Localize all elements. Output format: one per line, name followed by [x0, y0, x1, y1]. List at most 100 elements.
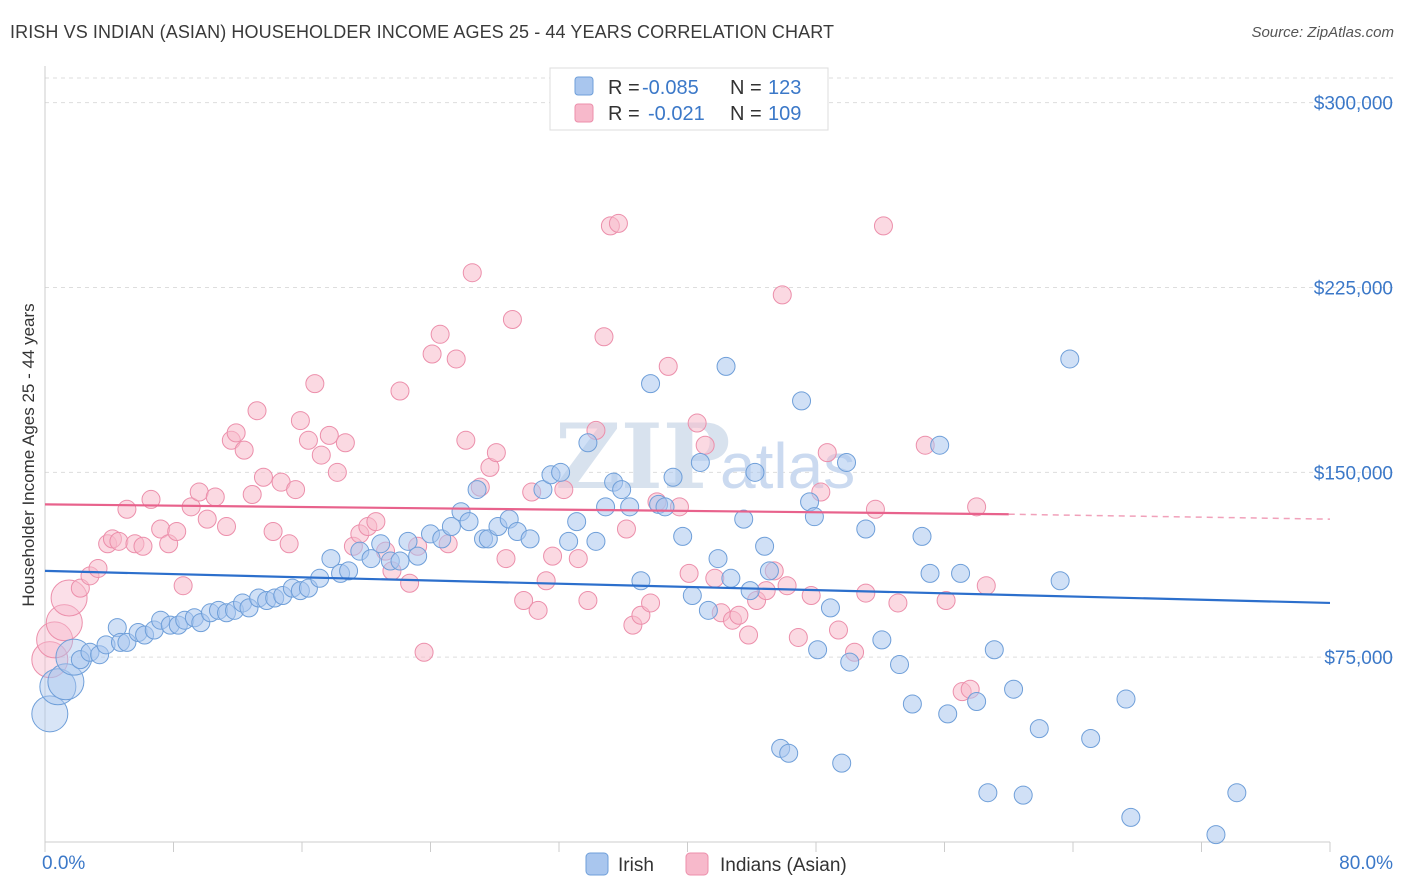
bottom-legend-irish-swatch [585, 852, 609, 876]
indian-point [828, 620, 848, 640]
y-tick-label: $225,000 [1314, 278, 1393, 299]
legend-indian-swatch [574, 103, 594, 123]
indian-point [217, 517, 237, 537]
indian-point [305, 374, 325, 394]
irish-trend-line [44, 569, 1331, 605]
y-tick-labels: $75,000 $150,000 $225,000 $300,000 [1314, 94, 1393, 670]
indian-point [422, 344, 442, 364]
irish-point [698, 600, 718, 620]
indian-point [430, 324, 450, 344]
top-legend: R = -0.085 N = 123 R = -0.021 N = 109 [549, 67, 829, 131]
irish-point [716, 356, 736, 376]
irish-point [631, 571, 651, 591]
indian-point [543, 546, 563, 566]
indian-point [45, 604, 83, 642]
irish-point [759, 561, 779, 581]
y-tick-label: $150,000 [1314, 463, 1393, 484]
indian-point [679, 563, 699, 583]
indian-point [390, 381, 410, 401]
x-tick-max: 80.0% [1339, 853, 1393, 874]
irish-point [804, 507, 824, 527]
legend-n-label-indian: N = [730, 103, 762, 125]
indian-point [496, 549, 516, 569]
indian-point [234, 440, 254, 460]
irish-point [39, 668, 77, 706]
irish-point [745, 462, 765, 482]
irish-point [1060, 349, 1080, 369]
irish-point [559, 531, 579, 551]
legend-r-label-irish: R = [608, 77, 640, 99]
irish-point [578, 433, 598, 453]
indian-point [756, 581, 776, 601]
indian-point [286, 480, 306, 500]
irish-point [551, 462, 571, 482]
irish-points [31, 349, 1247, 845]
irish-point [408, 546, 428, 566]
indian-trend-line [44, 503, 1009, 516]
y-axis-title: Householder Income Ages 25 - 44 years [19, 303, 38, 606]
irish-point [792, 391, 812, 411]
indian-points [31, 213, 996, 702]
irish-point [321, 549, 341, 569]
irish-point [682, 586, 702, 606]
indian-point [888, 593, 908, 613]
indian-point [242, 485, 262, 505]
indian-point [319, 425, 339, 445]
irish-point [840, 652, 860, 672]
axes [44, 66, 1331, 852]
bottom-legend-irish-label: Irish [618, 855, 654, 876]
indian-point [88, 558, 108, 578]
irish-point [984, 640, 1004, 660]
irish-point [820, 598, 840, 618]
irish-point [951, 563, 971, 583]
indian-point [462, 263, 482, 283]
indian-point [936, 590, 956, 610]
indian-point [502, 310, 522, 330]
irish-point [361, 549, 381, 569]
indian-point [290, 411, 310, 431]
indian-point [335, 433, 355, 453]
irish-point [856, 519, 876, 539]
indian-point [414, 642, 434, 662]
indian-point [967, 497, 987, 517]
indian-point [327, 462, 347, 482]
irish-point [734, 509, 754, 529]
indian-point [446, 349, 466, 369]
indian-point [873, 216, 893, 236]
irish-point [808, 640, 828, 660]
irish-point [467, 480, 487, 500]
irish-point [1206, 825, 1226, 845]
irish-point [708, 549, 728, 569]
indian-point [658, 356, 678, 376]
indian-point [976, 576, 996, 596]
indian-point [486, 443, 506, 463]
indian-point [247, 401, 267, 421]
irish-point [612, 480, 632, 500]
irish-point [655, 497, 675, 517]
indian-point [117, 499, 137, 519]
watermark-atlas: atlas [720, 430, 855, 502]
irish-point [1004, 679, 1024, 699]
indian-point [400, 573, 420, 593]
irish-point [721, 568, 741, 588]
irish-point [1029, 719, 1049, 739]
indian-point [528, 600, 548, 620]
indian-point [729, 605, 749, 625]
chart-title: IRISH VS INDIAN (ASIAN) HOUSEHOLDER INCO… [10, 22, 835, 42]
irish-point [663, 467, 683, 487]
indian-point [536, 571, 556, 591]
irish-point [596, 497, 616, 517]
legend-r-value-indian: -0.021 [648, 103, 705, 125]
irish-point [779, 743, 799, 763]
irish-point [533, 480, 553, 500]
irish-point [920, 563, 940, 583]
indian-point [705, 568, 725, 588]
irish-point [832, 753, 852, 773]
indian-point [109, 531, 129, 551]
indian-point [554, 480, 574, 500]
irish-point [837, 452, 857, 472]
x-tick-min: 0.0% [42, 853, 85, 874]
indian-point [616, 519, 636, 539]
irish-point [520, 529, 540, 549]
